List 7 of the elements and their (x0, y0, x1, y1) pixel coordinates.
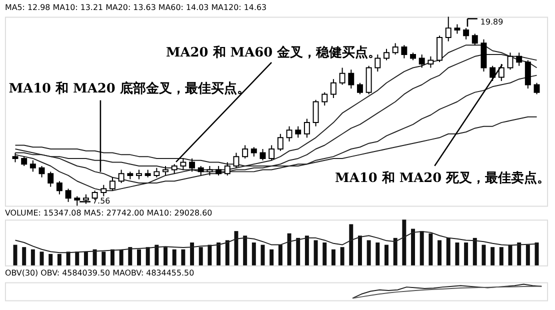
annotation: 19.89 (480, 18, 504, 27)
annotation: MA20 和 MA60 金叉，稳健买点。 (166, 44, 382, 61)
chart-title: OBV(30) OBV: 4584039.50 MAOBV: 4834455.50 (4, 268, 194, 278)
annotation: MA10 和 MA20 死叉，最佳卖点。 (335, 170, 550, 186)
annotation: MA10 和 MA20 底部金叉，最佳买点。 (8, 80, 250, 96)
chart-title: MA5: 12.98 MA10: 13.21 MA20: 13.63 MA60: 14.03 MA120: 14.63 (4, 3, 267, 12)
chart-title: VOLUME: 15347.08 MA5: 27742.00 MA10: 29028.60 (4, 208, 212, 218)
